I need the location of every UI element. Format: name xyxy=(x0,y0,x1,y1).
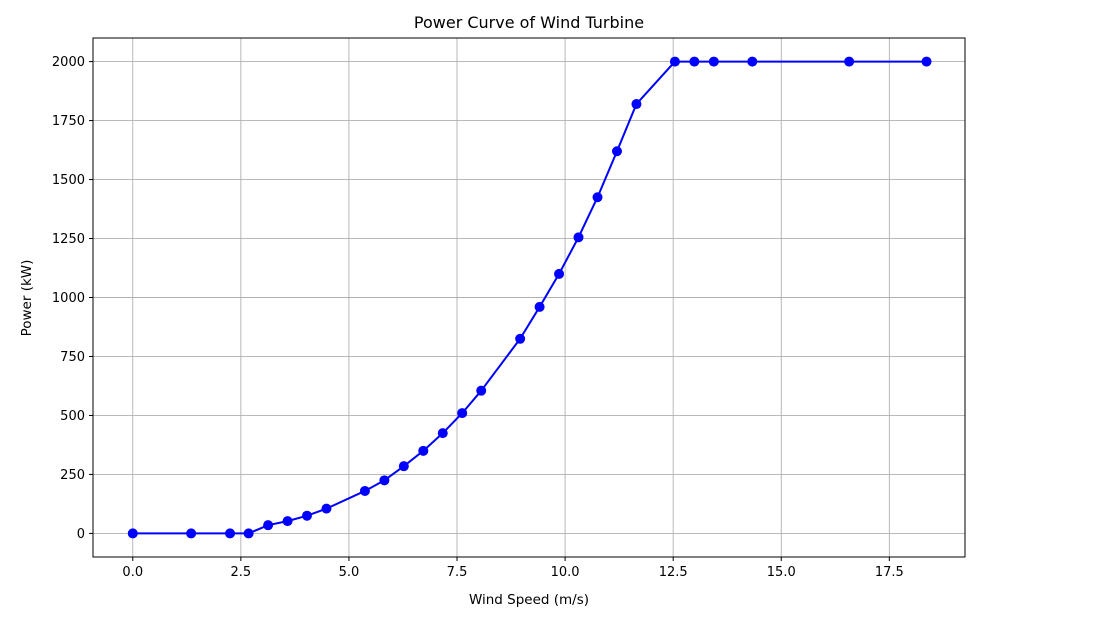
data-point xyxy=(708,56,719,67)
y-axis-label: Power (kW) xyxy=(19,260,35,337)
data-point xyxy=(302,510,313,521)
y-tick-label: 2000 xyxy=(52,55,85,70)
x-tick-label: 2.5 xyxy=(231,565,252,580)
y-tick-label: 1500 xyxy=(52,173,85,188)
x-tick-label: 15.0 xyxy=(767,565,796,580)
y-tick-label: 250 xyxy=(60,468,85,483)
data-point xyxy=(243,528,254,539)
series-line xyxy=(132,60,927,535)
data-point xyxy=(534,301,545,312)
data-point xyxy=(379,475,390,486)
x-tick-label: 10.0 xyxy=(551,565,580,580)
x-tick-label: 5.0 xyxy=(339,565,360,580)
grid-lines xyxy=(93,38,965,557)
y-tick-label: 1000 xyxy=(52,291,85,306)
chart-title: Power Curve of Wind Turbine xyxy=(414,13,644,32)
data-point xyxy=(282,516,293,527)
data-point xyxy=(418,445,429,456)
x-axis-label: Wind Speed (m/s) xyxy=(469,592,589,608)
x-tick-label: 7.5 xyxy=(447,565,468,580)
data-point xyxy=(515,333,526,344)
data-point xyxy=(747,56,758,67)
y-axis-ticks: 0 250 500 750 1000 1250 1500 1750 2000 xyxy=(52,55,93,542)
data-point xyxy=(689,56,700,67)
data-point xyxy=(457,408,468,419)
y-tick-label: 1750 xyxy=(52,114,85,129)
data-point xyxy=(225,528,236,539)
data-point xyxy=(321,503,332,514)
x-tick-label: 12.5 xyxy=(659,565,688,580)
data-point xyxy=(844,56,855,67)
x-tick-label: 0.0 xyxy=(122,565,143,580)
y-tick-label: 500 xyxy=(60,409,85,424)
data-point xyxy=(611,146,622,157)
data-point xyxy=(437,428,448,439)
y-tick-label: 0 xyxy=(77,527,85,542)
data-point xyxy=(359,485,370,496)
data-point xyxy=(127,528,138,539)
data-point xyxy=(398,461,409,472)
data-point xyxy=(186,528,197,539)
data-point xyxy=(476,385,487,396)
data-point xyxy=(592,192,603,203)
x-tick-label: 17.5 xyxy=(875,565,904,580)
data-point xyxy=(631,99,642,110)
data-point xyxy=(554,268,565,279)
data-point xyxy=(921,56,932,67)
x-axis-ticks: 0.0 2.5 5.0 7.5 10.0 12.5 15.0 17.5 xyxy=(122,557,904,580)
data-point xyxy=(263,520,274,531)
y-tick-label: 1250 xyxy=(52,232,85,247)
data-point xyxy=(669,56,680,67)
series-layer xyxy=(127,56,932,539)
y-tick-label: 750 xyxy=(60,350,85,365)
data-point xyxy=(573,232,584,243)
